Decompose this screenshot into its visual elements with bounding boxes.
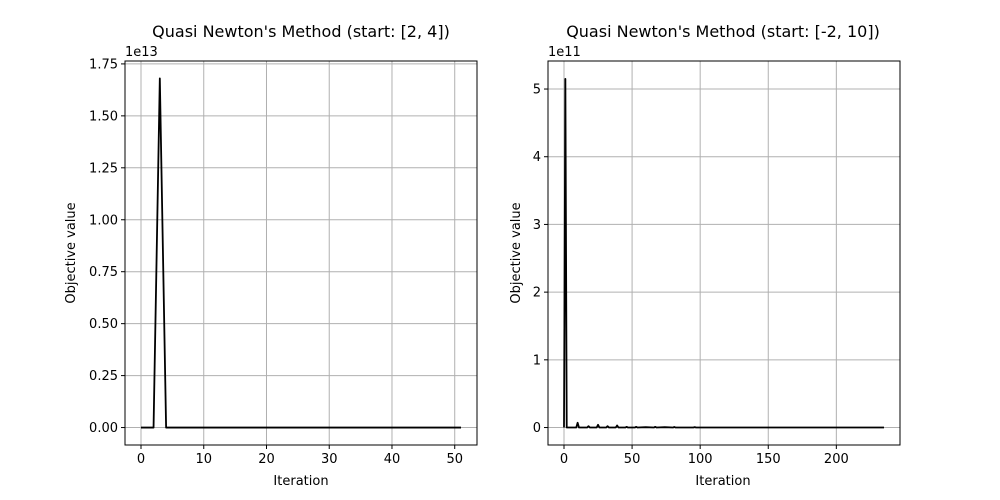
chart-left: Quasi Newton's Method (start: [2, 4]) 1e… — [64, 22, 478, 489]
y-offset-text: 1e13 — [125, 45, 158, 60]
y-tick-label: 1.00 — [89, 213, 118, 228]
y-offset-text: 1e11 — [548, 45, 581, 60]
y-tick-label: 0.25 — [89, 369, 118, 384]
plot-frame — [124, 60, 478, 446]
y-axis-ticks: 0.00 0.25 0.50 0.75 1.00 1.25 1.50 1.75 — [89, 57, 125, 436]
x-tick-label: 0 — [560, 452, 568, 467]
series-line — [141, 77, 461, 429]
x-axis-label: Iteration — [695, 474, 750, 489]
y-axis-label: Objective value — [509, 202, 524, 303]
y-tick-label: 0 — [533, 421, 541, 436]
y-tick-label: 0.50 — [89, 317, 118, 332]
y-tick-label: 4 — [533, 150, 541, 165]
y-tick-label: 1.25 — [89, 161, 118, 176]
x-axis-label: Iteration — [273, 474, 328, 489]
x-tick-label: 50 — [446, 452, 463, 467]
x-tick-label: 50 — [624, 452, 641, 467]
x-tick-label: 30 — [321, 452, 338, 467]
x-tick-label: 150 — [756, 452, 781, 467]
y-axis-ticks: 0 1 2 3 4 5 — [533, 83, 548, 436]
x-tick-label: 0 — [137, 452, 145, 467]
y-tick-label: 0.75 — [89, 265, 118, 280]
y-axis-label: Objective value — [64, 202, 79, 303]
series-line — [563, 77, 884, 429]
chart-title: Quasi Newton's Method (start: [-2, 10]) — [566, 22, 880, 41]
y-tick-label: 2 — [533, 286, 541, 301]
y-tick-label: 1.75 — [89, 57, 118, 72]
x-axis-ticks: 0 50 100 150 200 — [560, 445, 849, 467]
y-tick-label: 5 — [533, 83, 541, 98]
chart-right: Quasi Newton's Method (start: [-2, 10]) … — [509, 22, 901, 489]
x-tick-label: 100 — [688, 452, 713, 467]
y-tick-label: 0.00 — [89, 421, 118, 436]
x-tick-label: 20 — [258, 452, 275, 467]
y-tick-label: 1 — [533, 353, 541, 368]
y-tick-label: 3 — [533, 218, 541, 233]
y-tick-label: 1.50 — [89, 109, 118, 124]
x-tick-label: 10 — [195, 452, 212, 467]
x-tick-label: 40 — [384, 452, 401, 467]
x-tick-label: 200 — [824, 452, 849, 467]
chart-title: Quasi Newton's Method (start: [2, 4]) — [152, 22, 450, 41]
plot-frame — [547, 60, 901, 446]
x-axis-ticks: 0 10 20 30 40 50 — [137, 445, 463, 467]
